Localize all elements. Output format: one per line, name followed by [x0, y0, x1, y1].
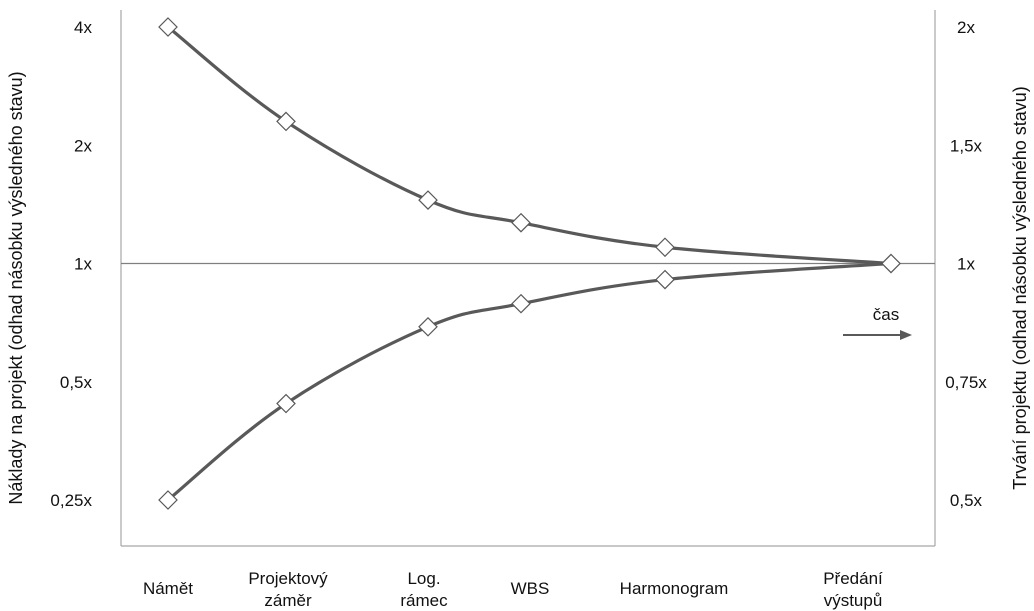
category-label: Log.: [407, 569, 440, 588]
series-line-2: [166, 261, 893, 502]
chart-frame: [120, 10, 936, 547]
right-axis-title: Trvání projektu (odhad násobku výslednéh…: [1010, 86, 1030, 490]
right-tick-label: 2x: [957, 18, 975, 37]
series-1-point-2: [276, 111, 296, 132]
series-2-point-2: [276, 393, 296, 414]
category-label: výstupů: [824, 591, 883, 610]
category-label: rámec: [400, 591, 448, 610]
left-tick-label: 2x: [74, 136, 92, 155]
category-label: Předání: [823, 569, 883, 588]
series-2-point-4: [511, 293, 531, 314]
category-label: Projektový: [248, 569, 328, 588]
category-label: Námět: [143, 579, 193, 598]
left-tick-label: 0,25x: [50, 491, 92, 510]
right-tick-label: 0,5x: [950, 491, 983, 510]
series-2-point-1: [158, 490, 178, 510]
series-2-point-6: [881, 253, 901, 274]
time-arrow: [843, 330, 912, 340]
category-label: WBS: [511, 579, 550, 598]
left-tick-labels: 4x 2x 1x 0,5x 0,25x: [50, 18, 92, 510]
series-1-point-4: [511, 212, 531, 233]
right-tick-label: 0,75x: [945, 373, 987, 392]
time-annotation: čas: [873, 305, 899, 324]
left-tick-label: 4x: [74, 18, 92, 37]
series-2-point-3: [418, 316, 438, 337]
series-1-point-3: [418, 190, 438, 210]
marker-layer: [158, 17, 901, 510]
category-labels: Námět Projektový záměr Log. rámec WBS Harmonog…: [143, 569, 883, 610]
right-tick-label: 1,5x: [950, 136, 983, 155]
series-2-point-5: [655, 269, 675, 290]
series-1-point-1: [158, 17, 178, 37]
series-line-1: [166, 25, 893, 266]
series-layer: [166, 25, 893, 502]
left-tick-label: 0,5x: [60, 373, 93, 392]
left-axis-title: Náklady na projekt (odhad násobku výsled…: [6, 71, 26, 504]
left-tick-label: 1x: [74, 255, 92, 274]
category-label: Harmonogram: [620, 579, 729, 598]
category-label: záměr: [264, 591, 312, 610]
right-tick-labels: 2x 1,5x 1x 0,75x 0,5x: [945, 18, 987, 510]
right-tick-label: 1x: [957, 255, 975, 274]
series-1-point-5: [655, 237, 675, 258]
time-arrow-head: [900, 330, 912, 340]
